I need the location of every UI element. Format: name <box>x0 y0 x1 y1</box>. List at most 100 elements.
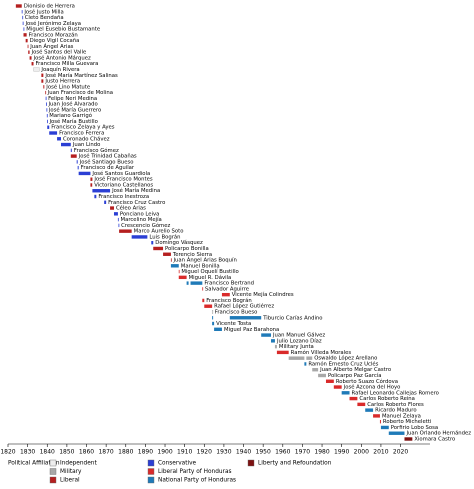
term-bar <box>43 85 45 89</box>
x-tick-label: 1900 <box>157 449 172 456</box>
president-name: Carlos Roberto Reina <box>359 396 415 402</box>
president-name: Mariano Garrigó <box>49 112 92 119</box>
president-name: Francisco de Aguilar <box>81 165 135 171</box>
term-bar <box>276 350 289 355</box>
term-bar <box>104 200 107 204</box>
term-bar <box>357 402 366 407</box>
president-name: José María Guerrero <box>48 106 101 113</box>
president-name: Rafael López Gutiérrez <box>214 303 274 310</box>
term-bar <box>49 131 58 135</box>
legend-title: Political Affiliation <box>8 461 60 467</box>
term-bar <box>212 321 215 326</box>
term-bar <box>261 333 272 337</box>
president-name: Juan Alberto Melgar Castro <box>319 367 391 373</box>
president-name: Oswaldo López Arellano <box>314 355 377 362</box>
president-name: Francisco Milla Guevara <box>36 61 99 67</box>
president-name: José Francisco Montes <box>93 176 152 183</box>
term-bar <box>46 108 48 112</box>
president-name: Francisco Morazán <box>29 31 78 38</box>
president-name: José Santos Guardiola <box>91 170 150 177</box>
term-bar <box>178 275 187 280</box>
president-name: Francisco Inestroza <box>98 194 149 200</box>
x-tick-label: 1980 <box>314 449 329 456</box>
x-tick-label: 1860 <box>79 449 94 456</box>
term-bar <box>27 44 29 49</box>
president-name: Terencio Sierra <box>172 252 212 258</box>
term-bar <box>388 431 405 435</box>
x-tick-label: 1880 <box>118 449 133 456</box>
term-bar <box>113 212 118 216</box>
term-bar <box>92 189 111 193</box>
legend-label: Liberal <box>60 478 80 484</box>
president-name: José María Bustillo <box>48 118 97 125</box>
term-bar <box>333 385 342 389</box>
term-bar <box>212 316 214 320</box>
term-bar <box>304 362 307 366</box>
president-name: Francisco Ferrera <box>59 131 104 137</box>
term-bar <box>341 391 350 395</box>
legend-label: National Party of Honduras <box>158 478 236 484</box>
term-bar <box>178 269 180 274</box>
president-name: José Justo Milla <box>23 8 63 15</box>
x-tick-label: 2010 <box>373 449 388 456</box>
term-bar <box>22 15 24 20</box>
term-bar <box>47 119 48 124</box>
term-bar <box>90 177 93 181</box>
term-bar <box>379 419 381 424</box>
term-bar <box>57 137 61 141</box>
term-bar <box>306 356 313 360</box>
x-tick-label: 1970 <box>295 449 310 456</box>
president-name: Francisco Cruz Castro <box>108 200 165 206</box>
term-bar <box>186 281 189 285</box>
president-name: Juan Manuel Gálvez <box>272 332 325 339</box>
term-bar <box>202 287 204 291</box>
term-bar <box>45 96 47 101</box>
term-bar <box>25 38 28 43</box>
president-name: Roberto Suazo Córdova <box>336 378 398 385</box>
president-name: Cleto Bendaña <box>25 15 64 21</box>
president-name: Juan Ángel Arias Boquín <box>173 257 237 264</box>
term-bar <box>31 62 34 66</box>
term-bar <box>118 223 120 228</box>
president-name: Ramón Villeda Morales <box>291 349 352 356</box>
x-tick-label: 1960 <box>275 449 290 456</box>
president-name: Marco Aurelio Soto <box>134 229 184 235</box>
president-name: Francisco Bertrand <box>204 281 254 287</box>
x-tick-label: 1850 <box>59 449 74 456</box>
term-bar <box>46 102 47 106</box>
term-bar <box>117 217 119 222</box>
president-name: Felipe Neri Medina <box>48 96 97 102</box>
president-name: Diego Vigil Cocaña <box>30 38 80 44</box>
term-bar <box>153 246 164 251</box>
president-name: José Jerónimo Zelaya <box>25 20 82 27</box>
term-bar <box>46 113 48 118</box>
legend-label: Liberty and Refoundation <box>258 461 332 467</box>
president-name: Ramón Ernesto Cruz Uclés <box>308 360 378 367</box>
president-name: Military Junta <box>279 344 314 350</box>
term-bar <box>204 304 213 308</box>
term-bar <box>29 56 32 60</box>
president-name: Rafael Leonardo Callejas Romero <box>352 390 439 396</box>
term-bar <box>365 408 374 412</box>
president-name: Miguel Oquelí Bustillo <box>181 268 238 275</box>
term-bar <box>170 258 172 262</box>
x-tick-label: 1840 <box>40 449 55 456</box>
term-bar <box>151 241 154 245</box>
term-bar <box>76 160 78 164</box>
term-bar <box>190 281 203 285</box>
president-name: Miguel R. Dávila <box>189 274 232 281</box>
president-name: Coronado Chávez <box>63 135 110 142</box>
term-bar <box>163 252 171 256</box>
x-tick-label: 1830 <box>20 449 35 456</box>
term-bar <box>28 50 30 54</box>
term-bar <box>271 339 275 343</box>
term-bar <box>274 344 277 349</box>
term-bar <box>119 229 132 233</box>
president-name: Ponciano Leiva <box>120 211 159 217</box>
president-name: Xiomara Castro <box>414 437 455 443</box>
x-tick-label: 1890 <box>138 449 153 456</box>
legend-swatch <box>49 459 57 467</box>
term-bar <box>325 379 334 383</box>
x-tick-label: 1910 <box>177 449 192 456</box>
